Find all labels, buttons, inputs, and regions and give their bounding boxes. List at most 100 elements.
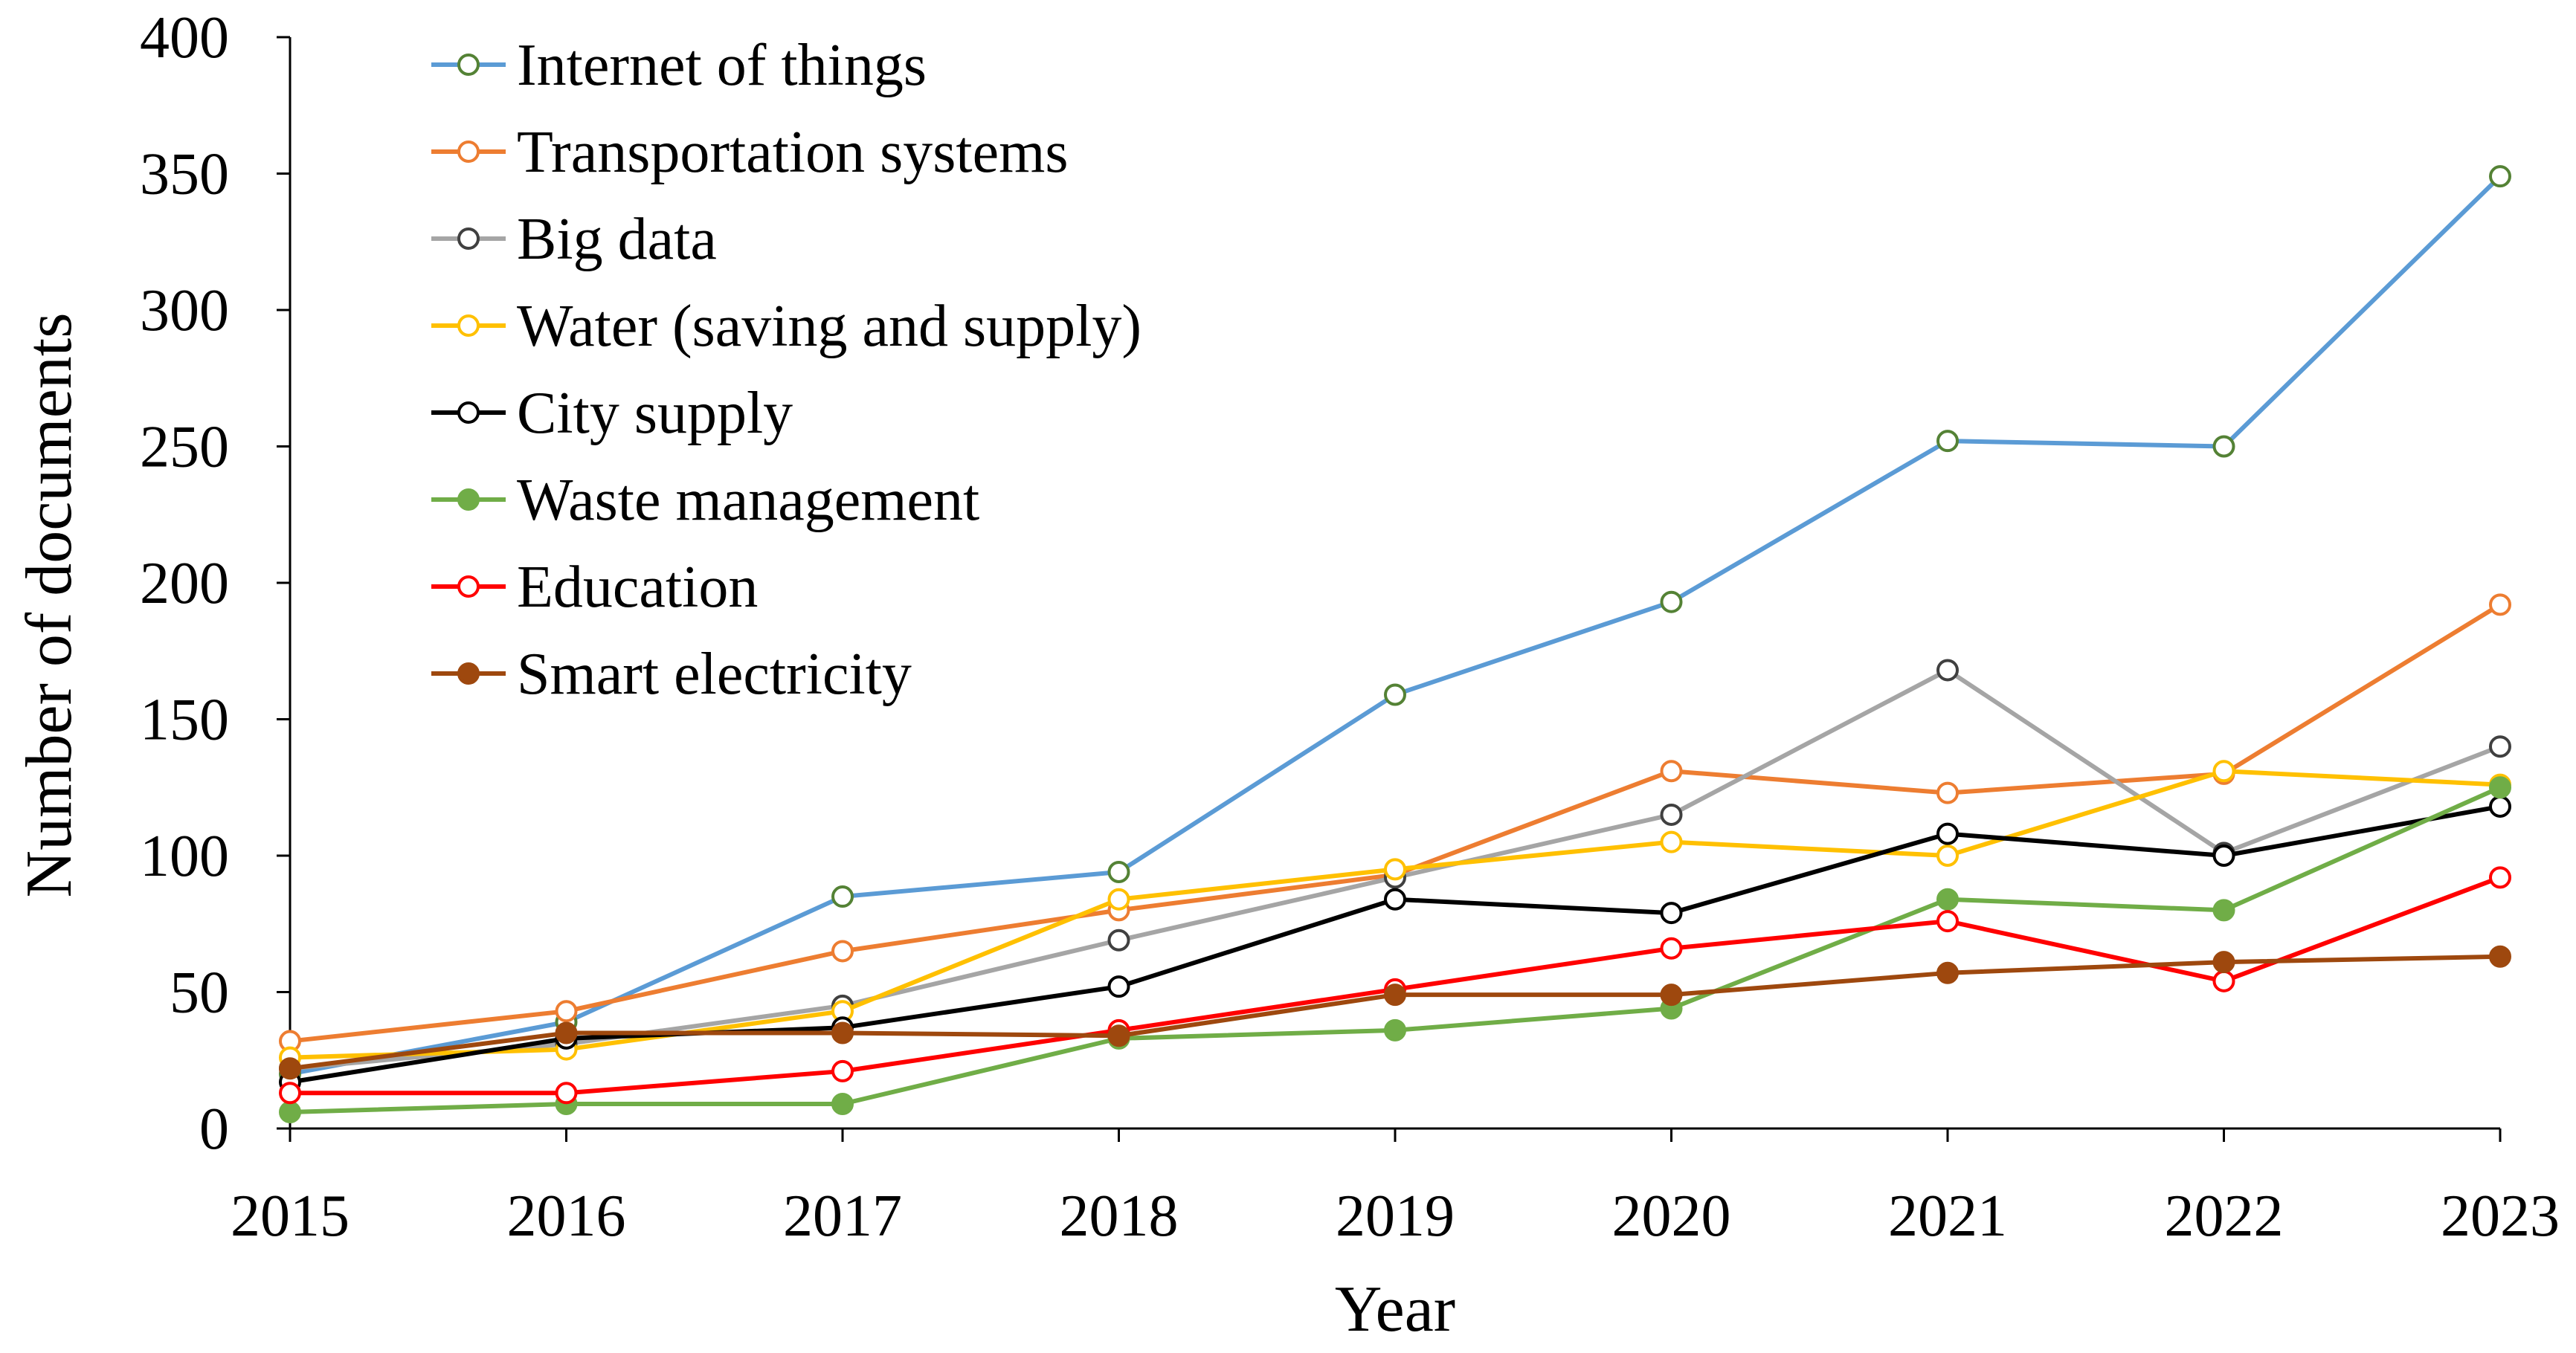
y-tick-label: 100: [140, 824, 229, 889]
data-point: [1660, 984, 1683, 1007]
data-point: [555, 1000, 578, 1023]
x-tick-label: 2023: [2441, 1184, 2560, 1249]
data-point: [279, 1100, 301, 1123]
y-tick-label: 150: [140, 688, 229, 753]
x-tick-label: 2020: [1612, 1184, 1731, 1249]
legend-label: Education: [517, 555, 758, 620]
data-point: [1384, 984, 1406, 1007]
data-point: [1936, 961, 1959, 984]
legend-label: City supply: [517, 381, 793, 446]
legend-entry: City supply: [431, 381, 793, 446]
legend-swatch-marker: [457, 227, 480, 250]
x-axis-title: Year: [1335, 1273, 1455, 1346]
legend-label: Waste management: [517, 468, 979, 533]
data-point: [1107, 929, 1130, 952]
data-point: [831, 940, 854, 963]
data-point: [1384, 858, 1406, 881]
legend-swatch-marker: [457, 314, 480, 337]
data-point: [831, 1092, 854, 1115]
data-point: [1107, 861, 1130, 884]
series-city-supply: [279, 795, 2511, 1094]
data-point: [1107, 975, 1130, 998]
data-point: [1660, 803, 1683, 826]
data-point: [1936, 910, 1959, 933]
legend-swatch-marker: [457, 662, 480, 685]
y-tick-label: 400: [140, 5, 229, 71]
y-tick-label: 50: [170, 960, 229, 1026]
x-tick-label: 2015: [231, 1184, 350, 1249]
legend-label: Smart electricity: [517, 642, 912, 707]
x-tick-label: 2022: [2165, 1184, 2284, 1249]
x-tick-label: 2021: [1888, 1184, 2007, 1249]
data-point: [2212, 760, 2235, 783]
data-point: [1660, 590, 1683, 613]
legend-entry: Internet of things: [431, 33, 927, 98]
legend-label: Internet of things: [517, 33, 927, 98]
chart-legend: Internet of things Transportation systems…: [431, 33, 1142, 707]
legend-entry: Water (saving and supply): [431, 294, 1142, 359]
data-point: [2212, 951, 2235, 974]
data-point: [2489, 593, 2511, 616]
y-tick-label: 300: [140, 278, 229, 343]
x-tick-label: 2017: [783, 1184, 902, 1249]
series-waste-management: [279, 776, 2511, 1123]
data-point: [1936, 845, 1959, 867]
series-line: [289, 954, 2501, 1071]
legend-entry: Smart electricity: [431, 642, 912, 707]
legend-swatch-marker: [457, 488, 480, 511]
data-point: [1107, 888, 1130, 911]
data-point: [2489, 945, 2511, 968]
data-point: [1660, 937, 1683, 960]
data-point: [831, 1021, 854, 1044]
data-point: [1936, 781, 1959, 804]
data-point: [1660, 902, 1683, 925]
data-point: [2212, 435, 2235, 458]
legend-swatch-marker: [457, 141, 480, 163]
legend-entry: Education: [431, 555, 758, 620]
data-point: [1936, 822, 1959, 845]
legend-entry: Waste management: [431, 468, 979, 533]
data-point: [2212, 845, 2235, 867]
data-point: [1384, 683, 1406, 706]
legend-swatch-marker: [457, 401, 480, 424]
data-point: [279, 1057, 301, 1080]
data-point: [2212, 899, 2235, 922]
legend-label: Transportation systems: [517, 120, 1069, 185]
y-tick-label: 200: [140, 551, 229, 616]
y-tick-label: 250: [140, 415, 229, 480]
legend-label: Water (saving and supply): [517, 294, 1142, 359]
data-point: [831, 1059, 854, 1082]
data-point: [1384, 888, 1406, 911]
data-point: [1384, 1018, 1406, 1042]
data-point: [831, 885, 854, 908]
legend-swatch-marker: [457, 575, 480, 598]
series-line: [289, 785, 2502, 1114]
data-point: [2489, 165, 2511, 188]
data-point: [1936, 430, 1959, 453]
x-tick-label: 2018: [1060, 1184, 1179, 1249]
data-point: [1936, 888, 1959, 911]
data-point: [2212, 969, 2235, 992]
y-axis-title: Number of documents: [13, 313, 86, 898]
data-point: [2489, 776, 2511, 799]
legend-label: Big data: [517, 207, 717, 272]
x-tick-label: 2016: [507, 1184, 626, 1249]
x-tick-label: 2019: [1336, 1184, 1455, 1249]
data-point: [555, 1082, 578, 1105]
data-point: [555, 1021, 578, 1044]
data-point: [2489, 795, 2511, 818]
y-tick-label: 350: [140, 142, 229, 207]
data-point: [279, 1082, 301, 1105]
data-point: [1660, 830, 1683, 853]
chart-series: [279, 165, 2511, 1123]
legend-entry: Big data: [431, 207, 717, 272]
data-point: [1660, 760, 1683, 783]
series-smart-electricity: [279, 945, 2511, 1080]
legend-entry: Transportation systems: [431, 120, 1069, 185]
y-tick-label: 0: [199, 1097, 229, 1162]
data-point: [1936, 659, 1959, 682]
legend-swatch-marker: [457, 54, 480, 76]
chart-axes: 0 50 100 150 200 250 300 350 400 2015 2016 2017 2018…: [140, 5, 2560, 1249]
data-point: [2489, 735, 2511, 758]
